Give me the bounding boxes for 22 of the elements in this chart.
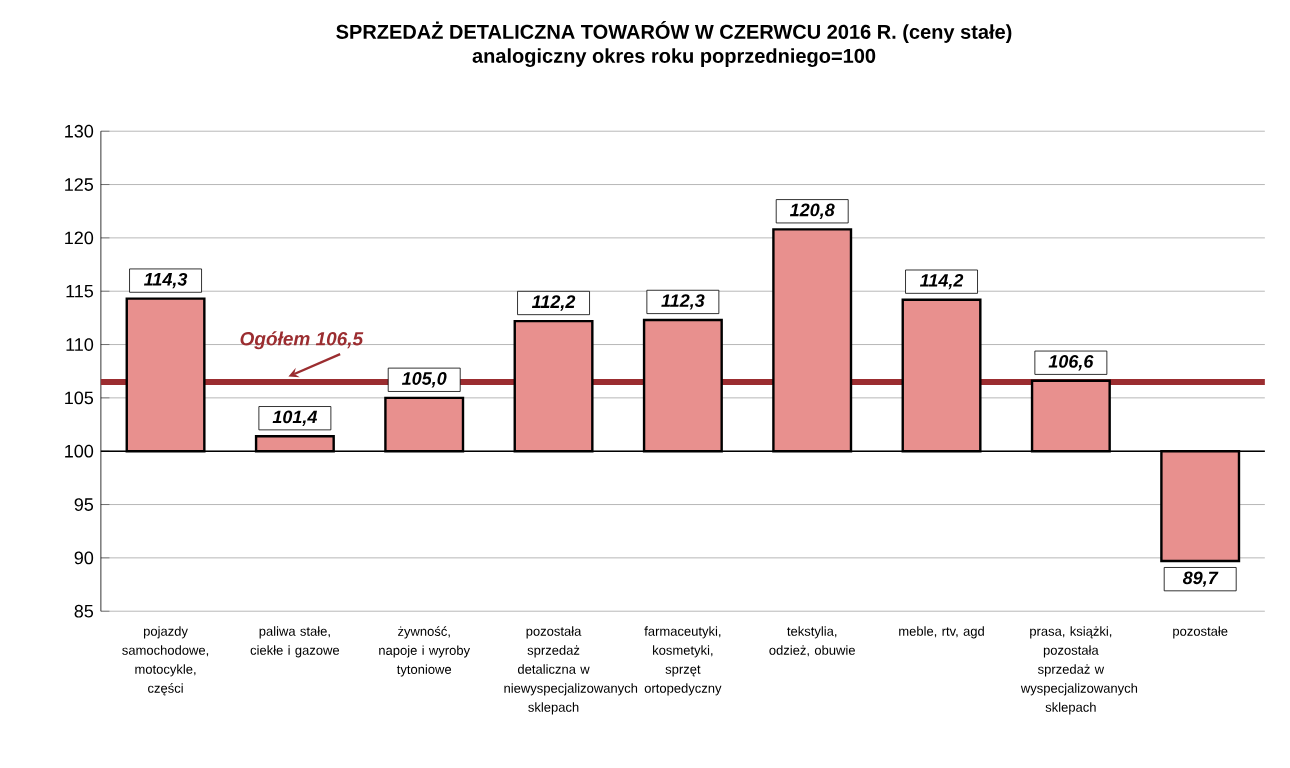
data-label: 106,6 [1048, 355, 1094, 371]
data-label: 120,8 [789, 203, 835, 219]
y-tick-label: 105 [65, 391, 94, 405]
y-tick-label: 100 [65, 444, 94, 458]
y-tick-label: 125 [65, 178, 94, 191]
y-tick-label: 110 [66, 338, 94, 351]
data-label: 89,7 [1182, 571, 1219, 587]
y-tick-label: 95 [74, 498, 94, 511]
y-tick-label: 90 [74, 551, 94, 565]
data-label: 112,2 [531, 295, 576, 311]
ref-line-label: Ogółem 106,5 [240, 331, 364, 350]
data-label: 101,4 [272, 410, 318, 426]
chart-title: SPRZEDAŻ DETALICZNA TOWARÓW W CZERWCU 2016 R. (ceny stałe) [336, 21, 1012, 43]
data-label: 114,2 [919, 273, 964, 290]
data-label: 114,3 [143, 272, 188, 289]
data-label: 105,0 [401, 372, 447, 388]
data-label: 112,3 [661, 294, 705, 310]
chart-subtitle: analogiczny okres roku poprzedniego=100 [472, 48, 876, 67]
y-tick-label: 115 [66, 284, 94, 298]
y-tick-label: 85 [74, 604, 94, 618]
y-tick-label: 130 [65, 124, 94, 138]
y-tick-label: 120 [65, 231, 94, 245]
